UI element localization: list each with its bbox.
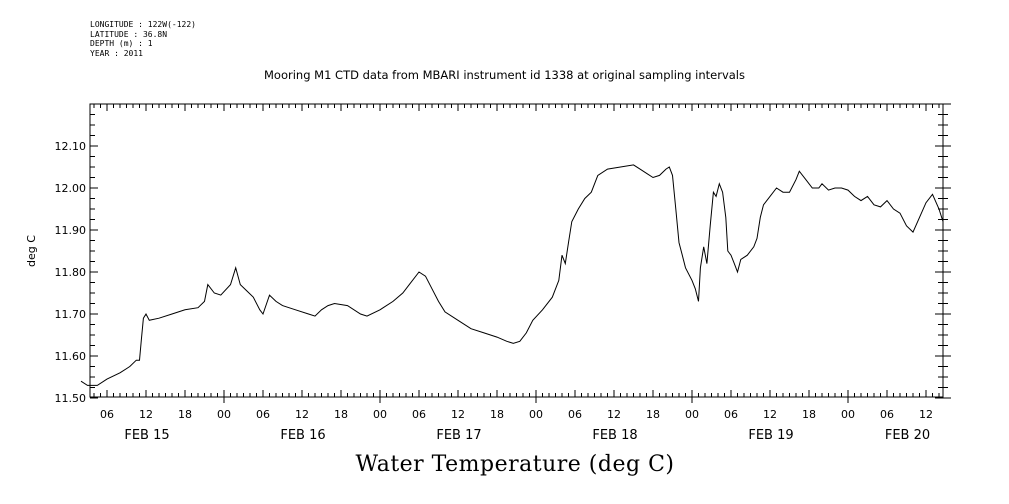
x-day-label: FEB 19	[748, 428, 793, 443]
chart-title: Mooring M1 CTD data from MBARI instrumen…	[264, 68, 745, 82]
x-tick-label: 00	[685, 408, 699, 421]
y-tick-label: 11.50	[55, 392, 87, 405]
x-day-label: FEB 18	[592, 428, 637, 443]
x-tick-label: 00	[217, 408, 231, 421]
x-tick-label: 12	[139, 408, 153, 421]
x-tick-label: 06	[100, 408, 114, 421]
x-tick-label: 00	[373, 408, 387, 421]
x-axis-title: Water Temperature (deg C)	[355, 452, 675, 477]
x-tick-label: 12	[763, 408, 777, 421]
x-tick-label: 12	[295, 408, 309, 421]
x-tick-label: 06	[724, 408, 738, 421]
x-tick-label: 18	[334, 408, 348, 421]
y-tick-label: 11.80	[55, 266, 87, 279]
x-tick-label: 06	[256, 408, 270, 421]
axis-ticks	[90, 103, 951, 403]
x-day-label: FEB 20	[885, 428, 930, 443]
y-tick-label: 12.10	[55, 140, 87, 153]
y-axis-label: deg C	[25, 235, 38, 267]
x-tick-label: 18	[802, 408, 816, 421]
x-tick-label: 12	[607, 408, 621, 421]
y-tick-label: 11.60	[55, 350, 87, 363]
year-label: YEAR : 2011	[90, 48, 143, 58]
x-tick-label: 12	[451, 408, 465, 421]
longitude-label: LONGITUDE : 122W(-122)	[90, 20, 196, 29]
x-day-label: FEB 17	[436, 428, 481, 443]
x-tick-label: 12	[919, 408, 933, 421]
x-tick-label: 00	[529, 408, 543, 421]
x-day-label: FEB 16	[280, 428, 325, 443]
y-tick-label: 11.70	[55, 308, 87, 321]
x-tick-label: 18	[178, 408, 192, 421]
y-tick-label: 11.90	[55, 224, 87, 237]
x-tick-label: 06	[412, 408, 426, 421]
x-tick-label: 00	[841, 408, 855, 421]
axis-tick-labels: 06 12 18 00 06 12 18 00 06 12 18 00 06 12 18 00 06 12 18 00…	[55, 140, 934, 443]
depth-label: DEPTH (m) : 1	[90, 39, 153, 48]
x-tick-label: 18	[490, 408, 504, 421]
x-day-label: FEB 15	[124, 428, 169, 443]
y-tick-label: 12.00	[55, 182, 87, 195]
latitude-label: LATITUDE : 36.8N	[90, 29, 168, 39]
x-tick-label: 18	[646, 408, 660, 421]
x-tick-label: 06	[568, 408, 582, 421]
metadata-header: LONGITUDE : 122W(-122) LATITUDE : 36.8N …	[90, 20, 196, 58]
series-line-water-temperature	[80, 112, 944, 386]
plot-frame	[89, 103, 944, 398]
x-tick-label: 06	[880, 408, 894, 421]
